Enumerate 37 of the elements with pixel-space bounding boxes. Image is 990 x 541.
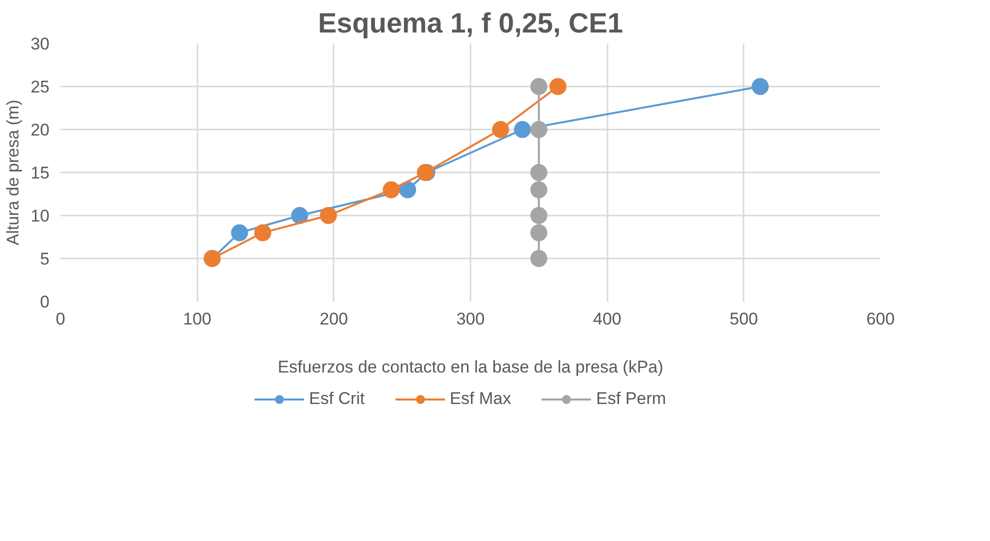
point [320,207,337,224]
point [530,78,548,95]
point [254,224,272,242]
y-tick-label: 30 [30,34,50,54]
point [530,181,548,198]
x-tick-label: 400 [592,310,622,328]
x-axis-title: Esfuerzos de contacto en la base de la presa (kPa) [278,358,664,376]
point [530,121,548,138]
x-tick-label: 600 [866,310,895,328]
point [530,207,548,224]
y-tick-label: 20 [30,120,50,140]
x-tick-label: 200 [320,310,348,328]
x-tick-label: 100 [182,310,212,328]
point [382,181,400,198]
y-tick-label: 25 [30,78,50,96]
point [530,164,548,181]
y-tick-label: 0 [40,292,50,312]
legend-label: Esf Crit [308,389,365,409]
point [492,121,510,138]
legend-label: Esf Max [450,389,512,409]
x-tick-label: 500 [730,310,758,328]
point [549,78,566,95]
y-axis-title: Altura de presa (m) [4,100,23,246]
point [231,224,248,242]
point [399,181,416,198]
legend-label: Esf Perm [596,389,666,409]
x-tick-label: 0 [56,310,66,328]
x-tick-label: 300 [456,310,485,328]
point [530,224,548,242]
y-tick-label: 5 [40,250,50,268]
point [291,207,308,224]
point [752,78,769,95]
y-tick-label: 10 [30,206,50,226]
point [514,121,531,138]
point [530,250,548,267]
y-tick-label: 15 [30,164,50,182]
chart-title: Esquema 1, f 0,25, CE1 [318,8,624,38]
